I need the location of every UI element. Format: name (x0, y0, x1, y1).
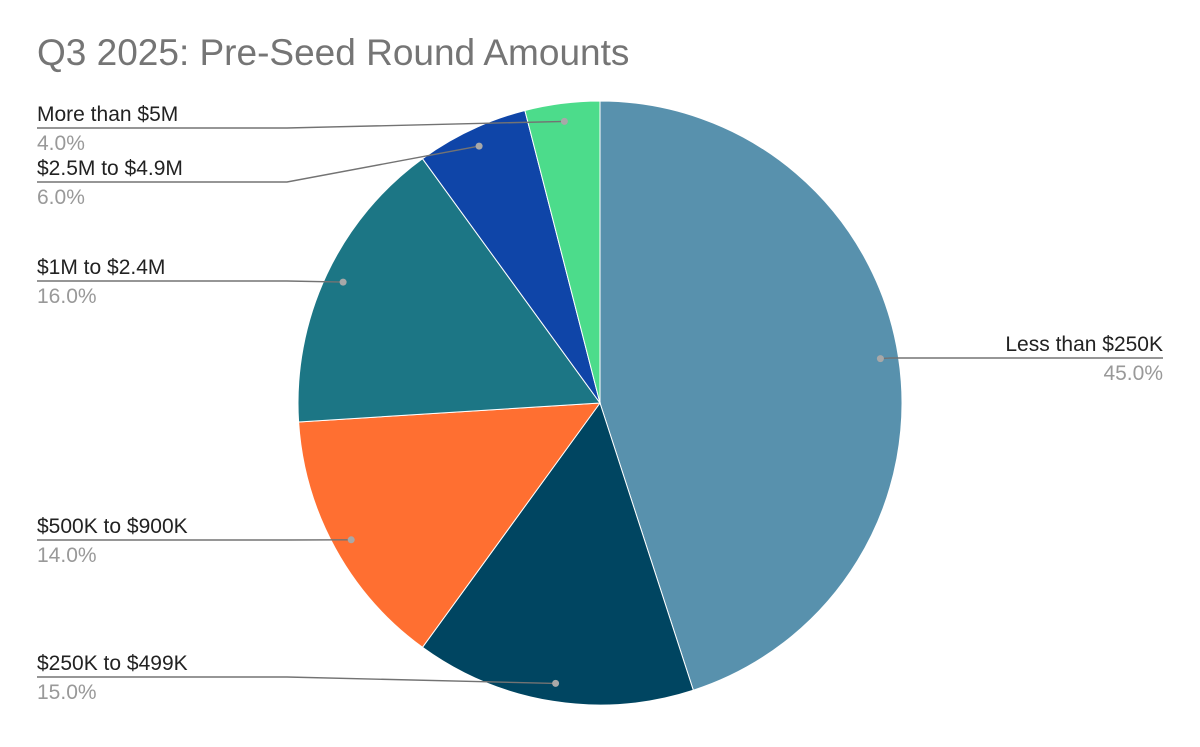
slice-label-less-than-250k: Less than $250K (1005, 333, 1163, 356)
slice-value-2-5m-to-4-9m: 6.0% (37, 186, 85, 209)
slice-label-more-than-5m: More than $5M (37, 103, 178, 126)
slice-label-2-5m-to-4-9m: $2.5M to $4.9M (37, 157, 183, 180)
slice-value-more-than-5m: 4.0% (37, 132, 85, 155)
slice-value-500k-to-900k: 14.0% (37, 544, 97, 567)
slice-label-500k-to-900k: $500K to $900K (37, 515, 188, 538)
leader-dot-2-5m-to-4-9m (476, 143, 483, 150)
leader-dot-less-than-250k (877, 355, 884, 362)
leader-dot-250k-to-499k (552, 680, 559, 687)
slice-label-1m-to-2-4m: $1M to $2.4M (37, 256, 165, 279)
slice-value-250k-to-499k: 15.0% (37, 681, 97, 704)
slice-value-1m-to-2-4m: 16.0% (37, 285, 97, 308)
chart-title: Q3 2025: Pre-Seed Round Amounts (37, 32, 629, 74)
slice-value-less-than-250k: 45.0% (1103, 362, 1163, 385)
leader-line-less-than-250k (880, 358, 1163, 359)
slice-label-250k-to-499k: $250K to $499K (37, 652, 188, 675)
leader-dot-500k-to-900k (348, 536, 355, 543)
leader-dot-more-than-5m (561, 118, 568, 125)
leader-dot-1m-to-2-4m (340, 279, 347, 286)
pie-slices (298, 101, 902, 705)
leader-line-1m-to-2-4m (37, 281, 343, 282)
